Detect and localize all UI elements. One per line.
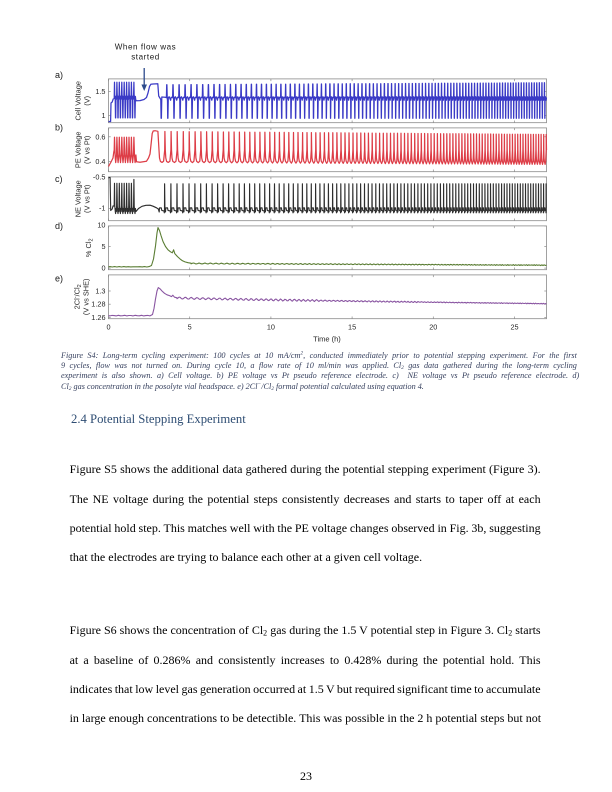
svg-text:0: 0 (101, 264, 105, 273)
svg-text:15: 15 (348, 323, 356, 332)
svg-text:PE Voltage: PE Voltage (73, 132, 82, 169)
svg-text:10: 10 (97, 221, 105, 230)
svg-text:c): c) (55, 174, 63, 184)
svg-text:b): b) (55, 123, 63, 133)
svg-text:1.3: 1.3 (95, 287, 105, 296)
svg-text:25: 25 (510, 323, 518, 332)
svg-text:d): d) (55, 221, 63, 231)
svg-text:% Cl2: % Cl2 (84, 238, 95, 257)
svg-text:Time (h): Time (h) (313, 334, 341, 343)
svg-text:0.4: 0.4 (95, 157, 105, 166)
svg-text:(V vs Pt): (V vs Pt) (83, 136, 92, 164)
svg-text:20: 20 (429, 323, 437, 332)
svg-text:2Cl-/Cl2: 2Cl-/Cl2 (72, 284, 83, 309)
svg-text:NE Voltage: NE Voltage (73, 180, 82, 217)
svg-text:1: 1 (101, 111, 105, 120)
svg-text:5: 5 (101, 242, 105, 251)
svg-text:Cell Voltage: Cell Voltage (73, 81, 82, 120)
svg-text:e): e) (55, 274, 63, 284)
svg-text:-0.5: -0.5 (93, 172, 106, 181)
svg-text:(V vs SHE): (V vs SHE) (82, 279, 91, 316)
svg-text:0: 0 (106, 323, 110, 332)
svg-text:When flow was: When flow was (115, 42, 177, 51)
svg-text:5: 5 (188, 323, 192, 332)
svg-text:started: started (131, 53, 160, 62)
svg-text:(V vs Pt): (V vs Pt) (83, 185, 92, 213)
svg-text:(V): (V) (83, 96, 92, 106)
svg-text:0.6: 0.6 (95, 132, 105, 141)
svg-text:1.28: 1.28 (91, 300, 105, 309)
svg-text:10: 10 (267, 323, 275, 332)
svg-text:1.5: 1.5 (95, 87, 105, 96)
svg-text:-1: -1 (99, 204, 106, 213)
svg-text:1.26: 1.26 (91, 313, 105, 322)
svg-text:a): a) (55, 70, 63, 80)
